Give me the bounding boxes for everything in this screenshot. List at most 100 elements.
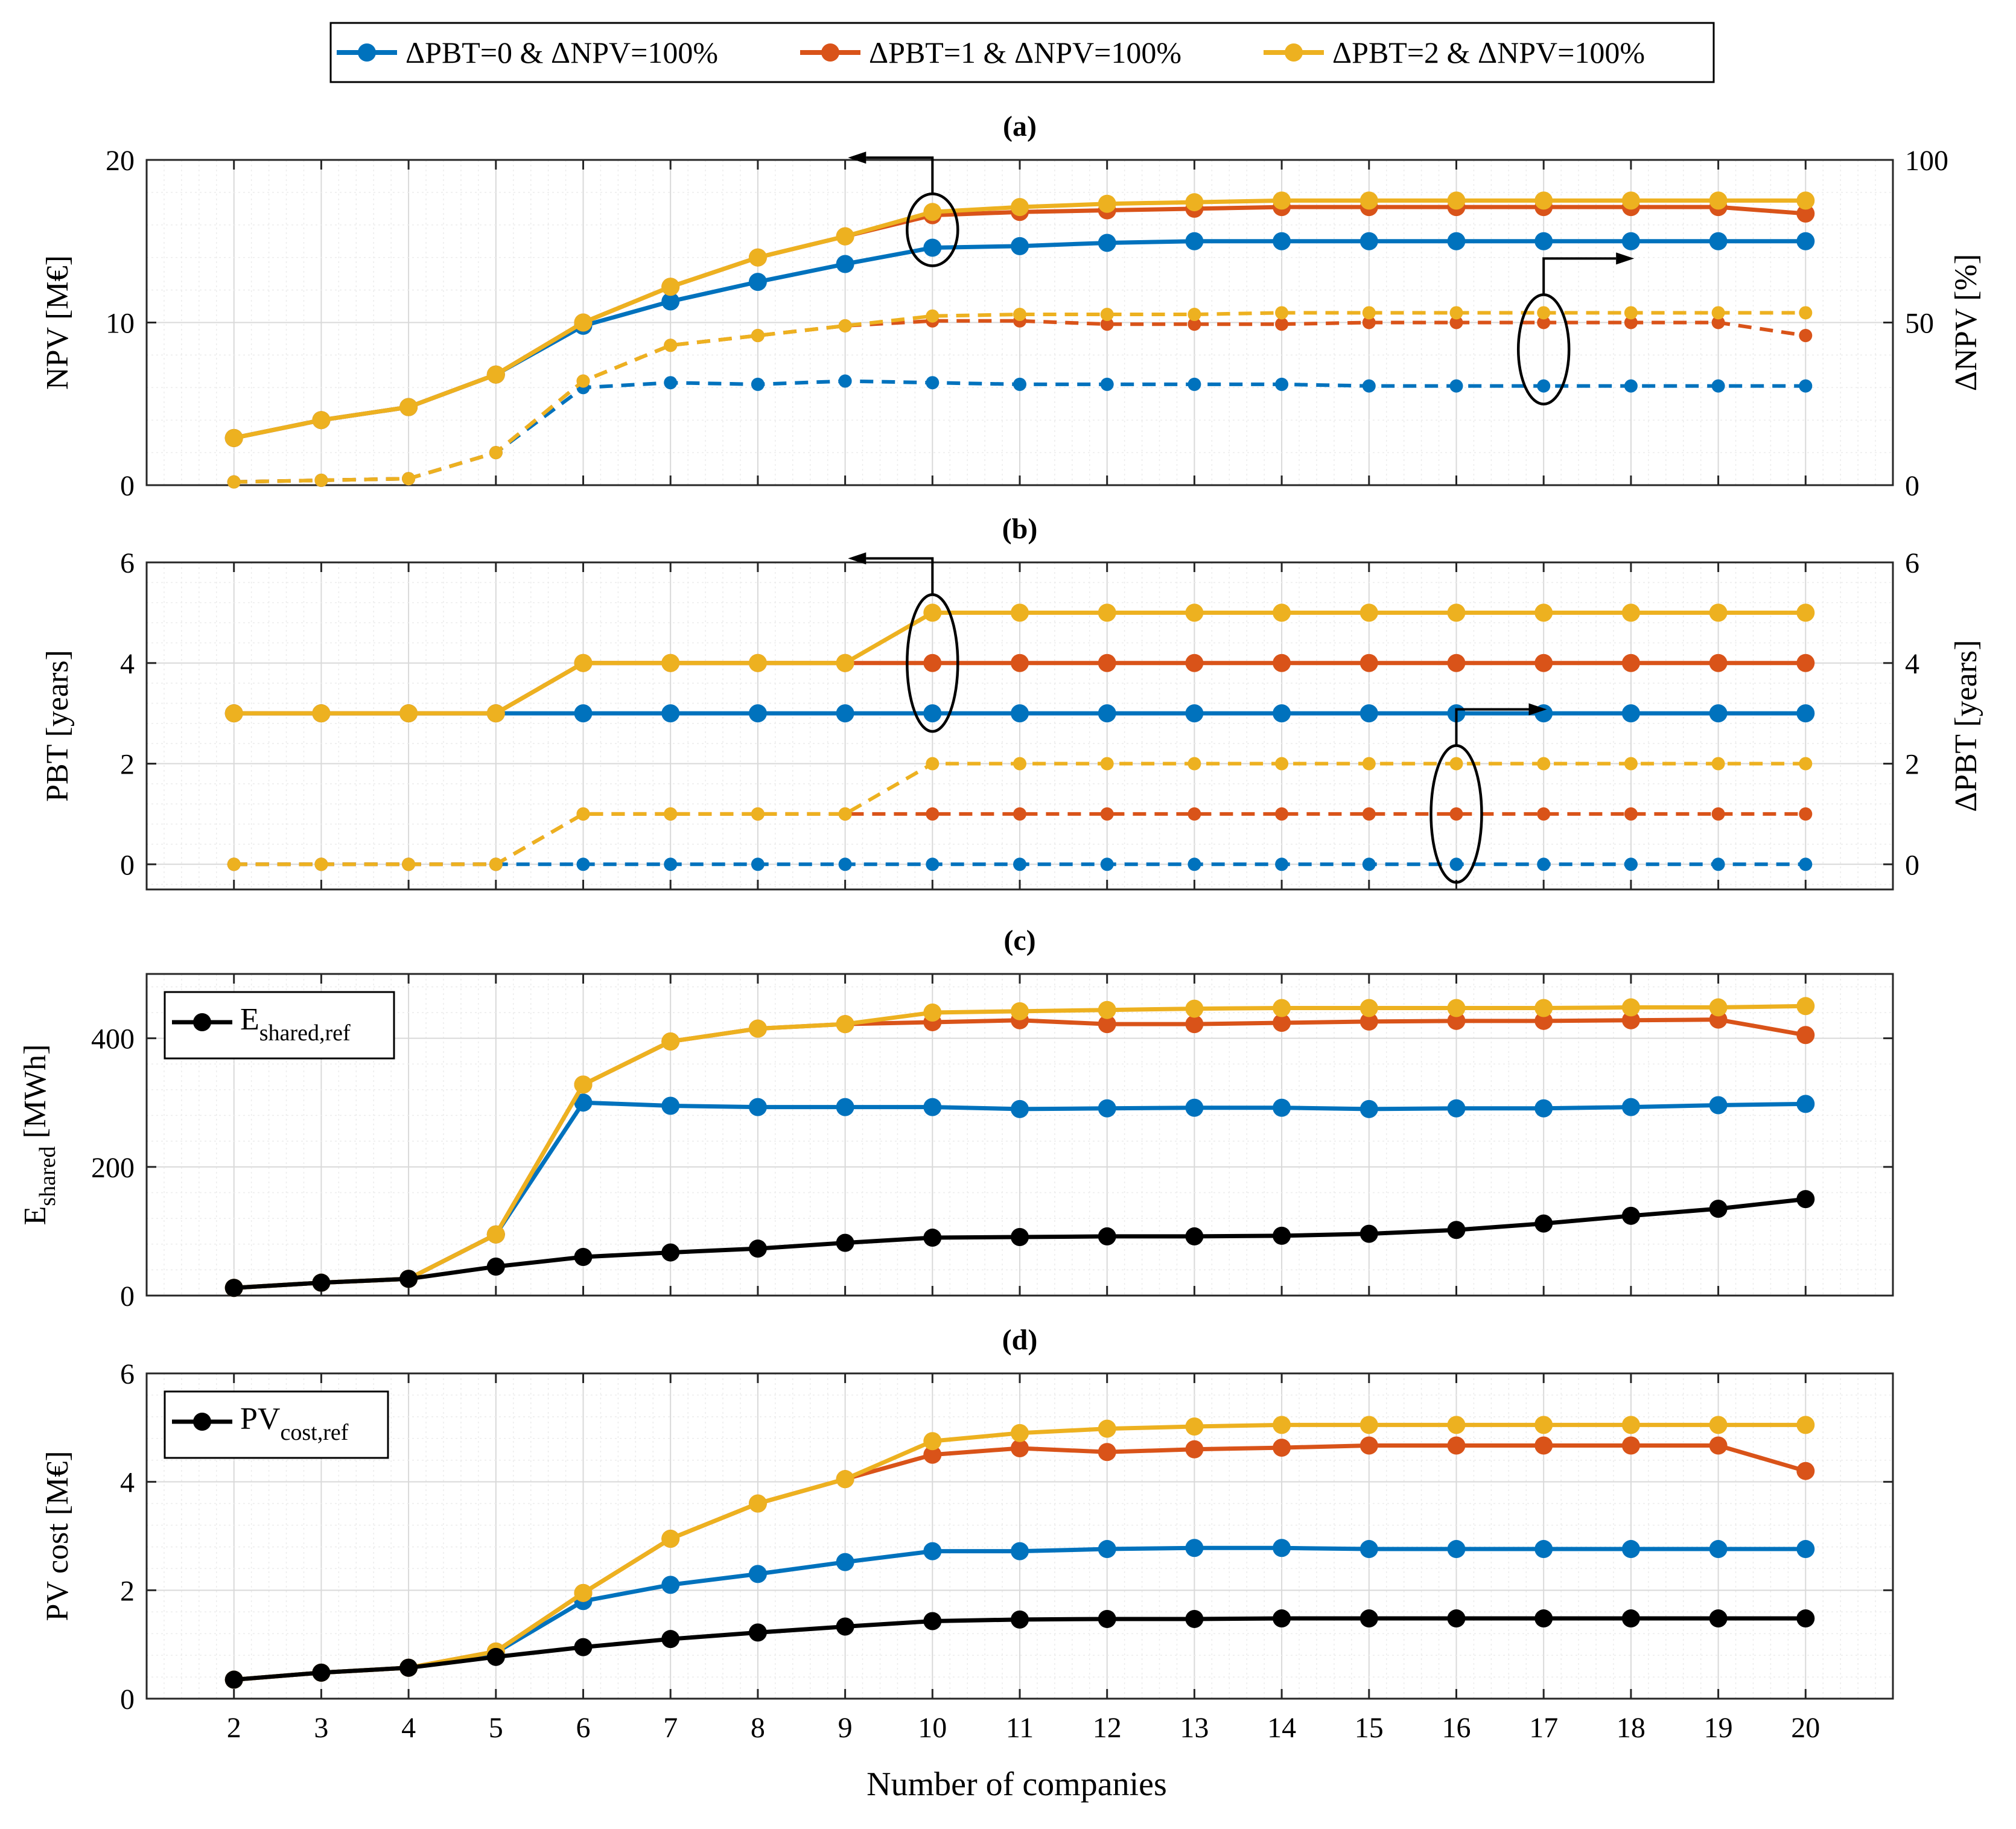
x-tick-label: 15: [1355, 1712, 1384, 1744]
data-point: [1621, 1609, 1640, 1628]
y-tick-label: 0: [120, 1280, 135, 1312]
data-point: [1359, 1012, 1378, 1031]
data-point: [1709, 603, 1728, 622]
inner-legend: Eshared,ref: [164, 991, 395, 1060]
annotation-arrowhead: [1528, 703, 1547, 716]
data-point: [1621, 1011, 1640, 1029]
data-point: [1447, 1221, 1466, 1239]
x-tick-label: 4: [401, 1712, 416, 1744]
data-point: [574, 1093, 593, 1112]
data-point: [1273, 654, 1291, 672]
y-axis-label: Eshared [MWh]: [18, 1045, 60, 1226]
data-point: [1796, 191, 1815, 210]
data-point: [1624, 757, 1638, 771]
data-point: [1711, 316, 1725, 329]
data-point: [661, 1096, 680, 1115]
y2-axis-label: ΔPBT [years]: [1949, 640, 1983, 812]
data-point: [1537, 757, 1551, 771]
annotation-2: [1516, 252, 1635, 406]
data-point: [1188, 317, 1201, 331]
data-point: [1273, 232, 1291, 250]
y-tick-label: 4: [120, 1467, 135, 1499]
data-point: [1273, 1226, 1291, 1245]
y-tick-label: 10: [106, 308, 135, 340]
y-axis-label: PBT [years]: [40, 650, 75, 802]
inner-legend-sub: shared,ref: [259, 1020, 351, 1046]
x-tick-label: 3: [314, 1712, 328, 1744]
data-point: [1449, 757, 1463, 771]
data-point: [1709, 1096, 1728, 1115]
x-tick-label: 11: [1006, 1712, 1034, 1744]
y-tick-label: 6: [120, 1358, 135, 1390]
inner-legend-main: PV: [240, 1402, 280, 1436]
legend-label-1: ΔPBT=0 & ΔNPV=100%: [405, 36, 718, 69]
data-point: [661, 292, 680, 311]
data-point: [1273, 603, 1291, 622]
x-tick-label: 7: [663, 1712, 678, 1744]
data-point: [1098, 603, 1116, 622]
data-point: [1711, 807, 1725, 821]
series-4: [224, 1190, 1815, 1297]
data-point: [1537, 306, 1551, 320]
data-point: [1273, 1416, 1291, 1434]
x-tick-label: 9: [838, 1712, 853, 1744]
data-point: [1447, 232, 1466, 250]
data-point: [1799, 329, 1813, 343]
data-point: [1621, 1416, 1640, 1434]
data-point: [748, 1623, 767, 1642]
y-tick-label: 400: [91, 1023, 135, 1055]
data-point: [664, 807, 678, 821]
x-tick-label: 12: [1093, 1712, 1122, 1744]
x-tick-label: 17: [1529, 1712, 1558, 1744]
data-point: [1447, 1416, 1466, 1434]
series-4: [224, 1609, 1815, 1689]
data-point: [1362, 306, 1376, 320]
data-point: [1098, 1015, 1116, 1034]
data-point: [1011, 654, 1029, 672]
data-point: [1624, 857, 1638, 871]
data-point: [1447, 1011, 1466, 1030]
data-point: [836, 654, 854, 672]
series-3: [224, 191, 1815, 447]
y-tick-label: 6: [120, 547, 135, 579]
data-point: [1185, 1539, 1204, 1557]
data-point: [489, 446, 503, 460]
data-point: [1624, 306, 1638, 320]
data-point: [1185, 999, 1204, 1018]
data-point: [926, 857, 940, 871]
data-point: [661, 1630, 680, 1649]
data-point: [1447, 1099, 1466, 1118]
data-point: [923, 1542, 942, 1560]
data-point: [1359, 603, 1378, 622]
data-point: [1796, 1095, 1815, 1113]
data-point: [1711, 306, 1725, 320]
data-point: [1799, 379, 1813, 393]
data-point: [227, 475, 241, 489]
data-point: [926, 309, 940, 323]
panel-1: (a) 0 10 20 0 50 100 NPV [M€] ΔNPV [%]: [40, 110, 1983, 502]
data-point: [1188, 377, 1201, 391]
annotation-arrow: [1455, 708, 1529, 746]
data-point: [1098, 654, 1116, 672]
data-point: [748, 273, 767, 291]
legend-label-2: ΔPBT=1 & ΔNPV=100%: [869, 36, 1181, 69]
data-point: [1362, 379, 1376, 393]
data-point: [1709, 1416, 1728, 1434]
data-point: [574, 1248, 593, 1267]
data-point: [661, 278, 680, 296]
data-point: [1362, 807, 1376, 821]
inner-legend-marker: [193, 1013, 211, 1031]
data-point: [1534, 232, 1553, 250]
data-point: [402, 857, 416, 871]
y2-tick-label: 0: [1905, 470, 1919, 502]
data-point: [1449, 306, 1463, 320]
data-point: [923, 1432, 942, 1451]
data-point: [1799, 807, 1813, 821]
data-point: [926, 807, 940, 821]
data-point: [1185, 1440, 1204, 1458]
data-point: [1273, 1609, 1291, 1628]
legend-frame: [329, 22, 1715, 83]
inner-legend-label: Eshared,ref: [240, 1002, 351, 1046]
data-point: [576, 857, 590, 871]
data-point: [1273, 704, 1291, 723]
